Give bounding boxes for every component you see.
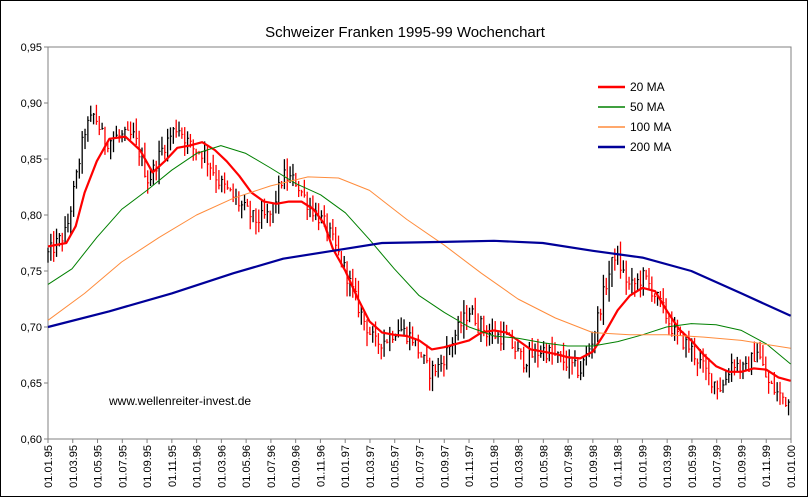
watermark-text: www.wellenreiter-invest.de: [108, 394, 251, 408]
legend-label: 100 MA: [630, 120, 671, 134]
x-tick-label: 01.01.96: [192, 445, 204, 488]
x-axis: 01.01.95 01.03.95 01.05.95 01.07.95 01.09.95…: [43, 439, 798, 488]
x-tick-label: 01.01.95: [43, 445, 55, 488]
y-tick-label: 0,65: [21, 378, 42, 390]
y-tick-label: 0,85: [21, 154, 42, 166]
x-tick-label: 01.07.96: [266, 445, 278, 488]
x-tick-label: 01.03.98: [514, 445, 526, 488]
x-tick-label: 01.07.98: [563, 445, 575, 488]
series-line-50-ma: [47, 145, 791, 365]
x-tick-label: 01.03.97: [365, 445, 377, 488]
series-line-100-ma: [47, 176, 791, 349]
legend-label: 50 MA: [630, 100, 665, 114]
x-tick-label: 01.03.99: [662, 445, 674, 488]
y-tick-label: 0,60: [21, 434, 42, 446]
x-tick-label: 01.09.98: [588, 445, 600, 488]
x-tick-label: 01.05.96: [241, 445, 253, 488]
x-tick-label: 01.01.99: [637, 445, 649, 488]
y-axis: 0,60 0,65 0,70 0,75 0,80 0,85 0,90 0,95: [21, 42, 48, 446]
x-tick-label: 01.05.98: [538, 445, 550, 488]
chart-title: Schweizer Franken 1995-99 Wochenchart: [265, 24, 546, 41]
legend: 20 MA 50 MA 100 MA 200 MA: [598, 80, 671, 154]
series-line-200-ma: [47, 239, 792, 329]
x-tick-label: 01.11.99: [761, 445, 773, 487]
x-tick-label: 01.11.97: [464, 445, 476, 487]
legend-label: 20 MA: [630, 80, 665, 94]
x-tick-label: 01.07.95: [117, 445, 129, 488]
x-tick-label: 01.01.00: [786, 445, 798, 488]
x-tick-label: 01.05.97: [390, 445, 402, 488]
moving-averages: [47, 135, 792, 382]
x-tick-label: 01.11.96: [315, 445, 327, 487]
y-tick-label: 0,90: [21, 98, 42, 110]
x-tick-label: 01.11.95: [167, 445, 179, 487]
x-tick-label: 01.09.97: [439, 445, 451, 488]
x-tick-label: 01.11.98: [613, 445, 625, 487]
x-tick-label: 01.05.99: [687, 445, 699, 488]
series-line-20-ma: [47, 135, 791, 382]
y-tick-label: 0,80: [21, 210, 42, 222]
x-tick-label: 01.07.97: [415, 445, 427, 488]
y-tick-label: 0,75: [21, 266, 42, 278]
legend-label: 200 MA: [630, 140, 671, 154]
x-tick-label: 01.03.95: [68, 445, 80, 488]
x-tick-label: 01.09.96: [291, 445, 303, 488]
x-tick-label: 01.01.97: [340, 445, 352, 488]
x-tick-label: 01.01.98: [489, 445, 501, 488]
x-tick-label: 01.05.95: [93, 445, 105, 488]
y-tick-label: 0,95: [21, 42, 42, 54]
x-tick-label: 01.07.99: [712, 445, 724, 488]
x-tick-label: 01.09.95: [142, 445, 154, 488]
x-tick-label: 01.09.99: [736, 445, 748, 488]
y-tick-label: 0,70: [21, 322, 42, 334]
x-tick-label: 01.03.96: [216, 445, 228, 488]
